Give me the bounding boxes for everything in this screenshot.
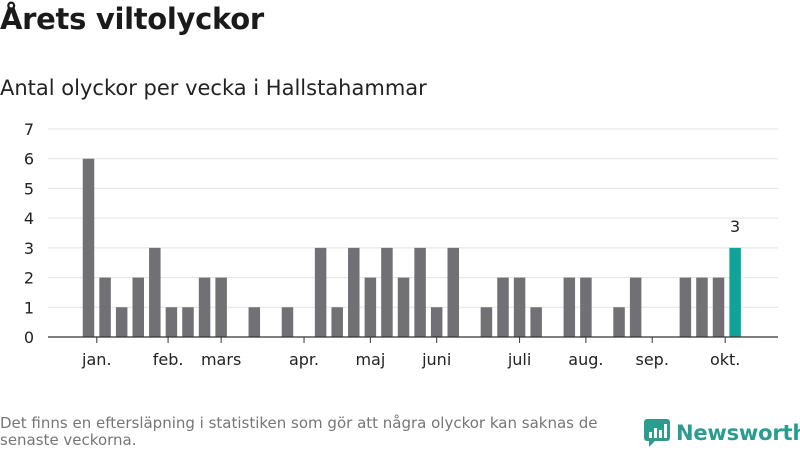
chart-subtitle: Antal olyckor per vecka i Hallstahammar xyxy=(0,76,427,100)
bar xyxy=(679,277,692,337)
y-tick-label: 5 xyxy=(24,179,34,198)
newsworthy-logo-text: Newsworthy xyxy=(676,421,800,445)
x-tick-label: apr. xyxy=(289,350,319,369)
bar xyxy=(381,247,393,337)
bar xyxy=(580,277,592,337)
bar xyxy=(115,307,128,337)
x-tick-label: juni xyxy=(421,350,451,369)
x-tick-label: aug. xyxy=(568,350,603,369)
x-tick-label: feb. xyxy=(153,350,184,369)
bar xyxy=(563,277,576,337)
y-tick-label: 6 xyxy=(24,150,34,169)
bar xyxy=(331,307,343,337)
bar xyxy=(530,307,542,337)
bar xyxy=(629,277,642,337)
bar xyxy=(397,277,410,337)
y-tick-label: 2 xyxy=(24,269,34,288)
bar xyxy=(364,277,377,337)
bar xyxy=(215,277,227,337)
newsworthy-logo-icon xyxy=(644,419,670,447)
bar xyxy=(348,247,360,337)
bar xyxy=(513,277,526,337)
y-tick-label: 7 xyxy=(24,120,34,139)
x-tick-label: okt. xyxy=(710,350,740,369)
bar xyxy=(82,158,95,337)
x-tick-label: mars xyxy=(201,350,241,369)
bar-value-label: 3 xyxy=(730,217,740,236)
bar-chart: 0 1 2 3 4 5 6 7 3 jan. feb. mars apr. maj juni juli aug.… xyxy=(24,120,778,369)
bar xyxy=(99,277,111,337)
bar xyxy=(165,307,178,337)
newsworthy-logo: Newsworthy xyxy=(644,419,800,447)
x-tick-label: sep. xyxy=(636,350,669,369)
y-tick-label: 1 xyxy=(24,298,34,317)
x-tick-label: maj xyxy=(355,350,385,369)
y-tick-label: 0 xyxy=(24,328,34,347)
footnote: Det finns en eftersläpning i statistiken… xyxy=(0,414,598,449)
bar xyxy=(712,277,725,337)
bar xyxy=(314,247,327,337)
bar xyxy=(132,277,144,337)
bar xyxy=(281,307,294,337)
y-tick-label: 4 xyxy=(24,209,34,228)
bar xyxy=(480,307,493,337)
y-tick-label: 3 xyxy=(24,239,34,258)
chart-title: Årets viltolyckor xyxy=(0,2,264,36)
bar xyxy=(149,247,161,337)
x-tick-label: jan. xyxy=(81,350,111,369)
bar xyxy=(248,307,261,337)
bar xyxy=(447,247,460,337)
bar xyxy=(198,277,211,337)
x-tick-label: juli xyxy=(507,350,531,369)
bar xyxy=(414,247,426,337)
bar xyxy=(430,307,443,337)
bar xyxy=(613,307,625,337)
bar xyxy=(696,277,708,337)
bar-highlight xyxy=(729,247,741,337)
bar xyxy=(182,307,194,337)
bar xyxy=(497,277,509,337)
